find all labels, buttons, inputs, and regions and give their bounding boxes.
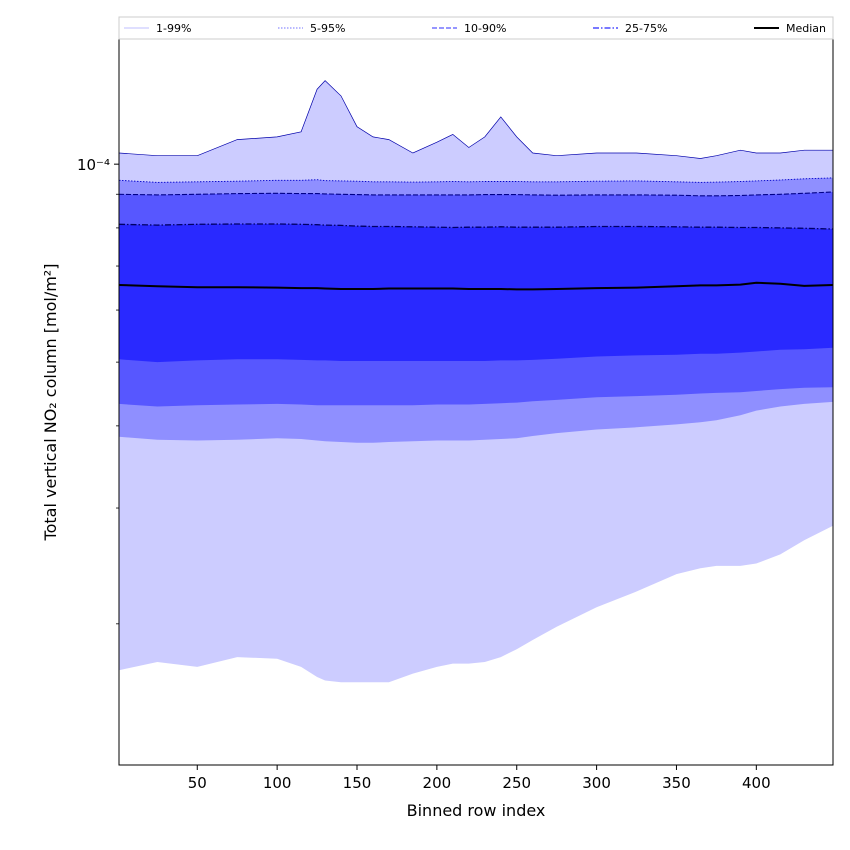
x-tick-label: 150 — [343, 774, 372, 792]
line-1-99-upper — [118, 80, 833, 159]
x-tick-label: 400 — [742, 774, 771, 792]
legend-label: 10-90% — [464, 22, 506, 35]
percentile-bands — [119, 80, 833, 683]
legend-label: 25-75% — [625, 22, 667, 35]
line-25-75-upper — [118, 223, 834, 230]
y-axis-ticks: 10⁻⁴ — [77, 156, 119, 625]
y-tick-label: 10⁻⁴ — [77, 156, 110, 174]
x-axis-label: Binned row index — [407, 801, 546, 820]
x-axis-ticks: 50 100 150 200 250 300 350 400 — [188, 765, 771, 792]
x-tick-label: 50 — [188, 774, 207, 792]
legend-label: 5-95% — [310, 22, 345, 35]
band-edge-lines — [118, 80, 834, 291]
x-tick-label: 200 — [423, 774, 452, 792]
legend-label: 1-99% — [156, 22, 191, 35]
line-5-95-upper — [118, 177, 834, 183]
legend-label: Median — [786, 22, 826, 35]
x-tick-label: 300 — [582, 774, 611, 792]
band-25-75 — [119, 224, 833, 363]
x-tick-label: 100 — [263, 774, 292, 792]
median-line — [118, 281, 834, 291]
line-10-90-upper — [118, 191, 834, 197]
legend-box — [118, 16, 834, 40]
legend: 1-99% 5-95% 10-90% 25-75% Median — [118, 16, 834, 40]
x-tick-label: 350 — [662, 774, 691, 792]
x-tick-label: 250 — [502, 774, 531, 792]
y-axis-label: Total vertical NO₂ column [mol/m²] — [41, 264, 60, 542]
